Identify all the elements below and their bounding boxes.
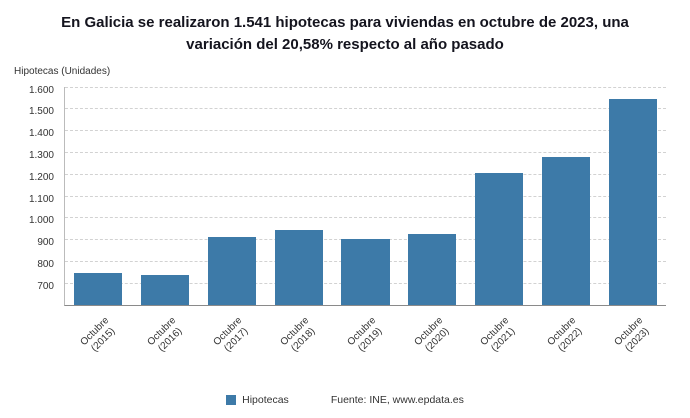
y-axis: 700 800 900 1.000 1.100 1.200 1.300 1.400 1.500 1… xyxy=(14,84,60,305)
x-tick-label: Octubre (2019) xyxy=(345,314,385,354)
bar-2019 xyxy=(341,239,390,305)
legend-swatch-icon xyxy=(226,395,237,405)
legend-item-hipotecas: Hipotecas xyxy=(226,394,289,406)
x-tick-label: Octubre (2015) xyxy=(78,314,118,354)
bar-chart: 700 800 900 1.000 1.100 1.200 1.300 1.400 1.500 1… xyxy=(14,83,676,369)
gridline xyxy=(65,151,666,153)
x-tick-label: Octubre (2022) xyxy=(545,314,585,354)
legend-label: Hipotecas xyxy=(242,394,289,406)
bar-2020 xyxy=(408,233,457,305)
y-tick-label: 1.300 xyxy=(28,149,54,161)
gridline xyxy=(65,173,666,175)
chart-footer: Hipotecas Fuente: INE, www.epdata.es xyxy=(0,394,690,406)
y-tick-label: 1.600 xyxy=(28,84,54,96)
bar-2018 xyxy=(274,230,323,305)
y-tick-label: 700 xyxy=(37,280,54,292)
bar-2015 xyxy=(74,272,123,305)
gridline xyxy=(65,217,666,219)
x-tick-label: Octubre (2020) xyxy=(412,314,452,354)
y-tick-label: 1.500 xyxy=(28,106,54,118)
y-tick-label: 1.200 xyxy=(28,171,54,183)
bar-2022 xyxy=(541,156,590,305)
x-tick-label: Octubre (2018) xyxy=(278,314,318,354)
x-tick-label: Octubre (2023) xyxy=(612,314,652,354)
gridline xyxy=(65,195,666,197)
y-tick-label: 1.000 xyxy=(28,215,54,227)
bar-2017 xyxy=(207,236,256,305)
gridline xyxy=(65,130,666,132)
y-tick-label: 900 xyxy=(37,237,54,249)
bar-2023 xyxy=(608,99,657,305)
source-text: Fuente: INE, www.epdata.es xyxy=(330,394,464,406)
chart-title: En Galicia se realizaron 1.541 hipotecas… xyxy=(61,14,629,53)
bar-2016 xyxy=(141,275,190,305)
y-tick-label: 1.100 xyxy=(28,193,54,205)
y-tick-label: 1.400 xyxy=(28,128,54,140)
x-tick-label: Octubre (2016) xyxy=(144,314,185,354)
x-axis-labels: Octubre (2015) Octubre (2016) Octubre (2017) O… xyxy=(64,311,666,367)
y-axis-title: Hipotecas (Unidades) xyxy=(14,65,111,77)
gridline xyxy=(65,86,666,88)
x-tick-label: Octubre (2021) xyxy=(478,314,518,354)
x-tick-label: Octubre (2017) xyxy=(211,314,251,354)
gridline xyxy=(65,108,666,110)
plot-area xyxy=(64,86,666,306)
y-tick-label: 800 xyxy=(37,258,54,270)
bar-2021 xyxy=(475,172,524,305)
page: En Galicia se realizaron 1.541 hipotecas… xyxy=(0,12,690,418)
